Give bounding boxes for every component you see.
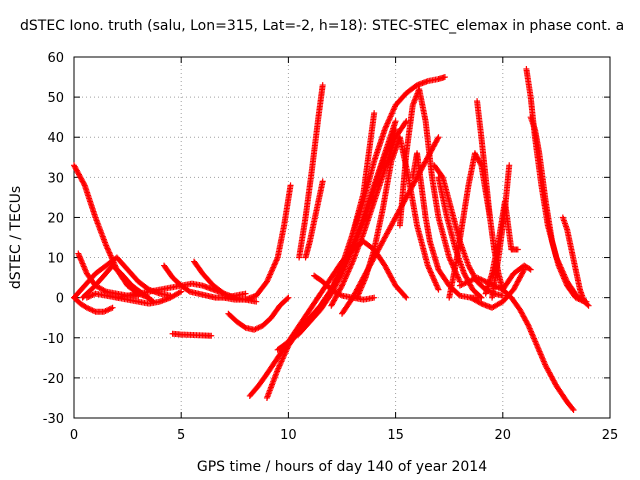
y-tick-label: 10 <box>47 252 64 267</box>
series-23 <box>396 86 463 285</box>
data-point <box>371 110 378 117</box>
series-16 <box>302 178 326 261</box>
data-point <box>477 299 484 306</box>
x-tick-label: 0 <box>70 428 78 443</box>
data-point <box>392 118 399 125</box>
y-tick-label: 0 <box>56 292 64 307</box>
y-tick-label: 40 <box>47 131 64 146</box>
data-point <box>569 405 576 412</box>
x-tick-label: 10 <box>280 428 297 443</box>
series-29 <box>474 98 506 293</box>
data-point <box>241 323 248 330</box>
series-26 <box>435 174 485 301</box>
series-36 <box>559 214 592 309</box>
plot-frame <box>73 56 611 419</box>
series-22 <box>354 134 442 301</box>
x-tick-label: 25 <box>602 428 619 443</box>
series-15 <box>296 82 326 261</box>
data-point <box>371 294 378 301</box>
data-point <box>319 82 326 89</box>
x-tick-label: 20 <box>495 428 512 443</box>
series-8 <box>169 330 215 339</box>
series-21 <box>349 74 448 237</box>
y-tick-label: -20 <box>43 372 64 387</box>
data-point <box>81 181 88 188</box>
y-tick-label: 50 <box>47 91 64 106</box>
data-point <box>478 294 485 301</box>
data-point <box>287 182 294 189</box>
series-32 <box>489 162 513 301</box>
series-35 <box>527 114 588 305</box>
axis-ticks: 0 5 10 15 20 25 -30 -20 -10 0 10 20 30 40 50 60 <box>43 51 619 443</box>
y-tick-label: 30 <box>47 171 64 186</box>
data-point <box>570 406 577 413</box>
data-point <box>185 287 192 294</box>
data-point <box>319 178 326 185</box>
series-33 <box>499 262 534 293</box>
data-point <box>284 295 291 302</box>
data-point <box>584 301 591 308</box>
data-marks <box>71 66 592 413</box>
series-4 <box>79 262 157 305</box>
x-tick-label: 5 <box>177 428 185 443</box>
data-point <box>455 291 462 298</box>
series-19 <box>328 118 410 309</box>
data-point <box>524 321 531 328</box>
data-point <box>338 283 345 290</box>
data-point <box>109 304 116 311</box>
x-tick-label: 15 <box>387 428 404 443</box>
data-point <box>506 162 513 169</box>
chart-title: dSTEC Iono. truth (salu, Lon=315, Lat=-2… <box>20 18 625 34</box>
data-point <box>438 173 445 180</box>
data-point <box>435 134 442 141</box>
y-axis-label: dSTEC / TECUs <box>8 186 24 289</box>
y-tick-label: 60 <box>47 51 64 66</box>
y-tick-label: -10 <box>43 332 64 347</box>
data-point <box>527 266 534 273</box>
series-10 <box>225 294 292 333</box>
y-tick-label: -30 <box>43 412 64 427</box>
data-point <box>441 74 448 81</box>
data-point <box>178 288 185 295</box>
series-34 <box>523 66 590 305</box>
data-point <box>585 302 592 309</box>
series-28 <box>456 274 577 413</box>
data-point <box>514 246 521 253</box>
series-11 <box>221 182 294 303</box>
series-30 <box>467 266 528 311</box>
data-point <box>526 265 533 272</box>
data-point <box>402 293 409 300</box>
data-point <box>285 294 292 301</box>
data-point <box>435 286 442 293</box>
data-point <box>208 332 215 339</box>
data-point <box>242 290 249 297</box>
data-point <box>403 294 410 301</box>
data-point <box>392 126 399 133</box>
x-axis-label: GPS time / hours of day 140 of year 2014 <box>197 459 487 475</box>
data-point <box>434 135 441 142</box>
data-point <box>176 289 183 296</box>
y-tick-label: 20 <box>47 211 64 226</box>
data-point <box>477 293 484 300</box>
data-point <box>253 298 260 305</box>
